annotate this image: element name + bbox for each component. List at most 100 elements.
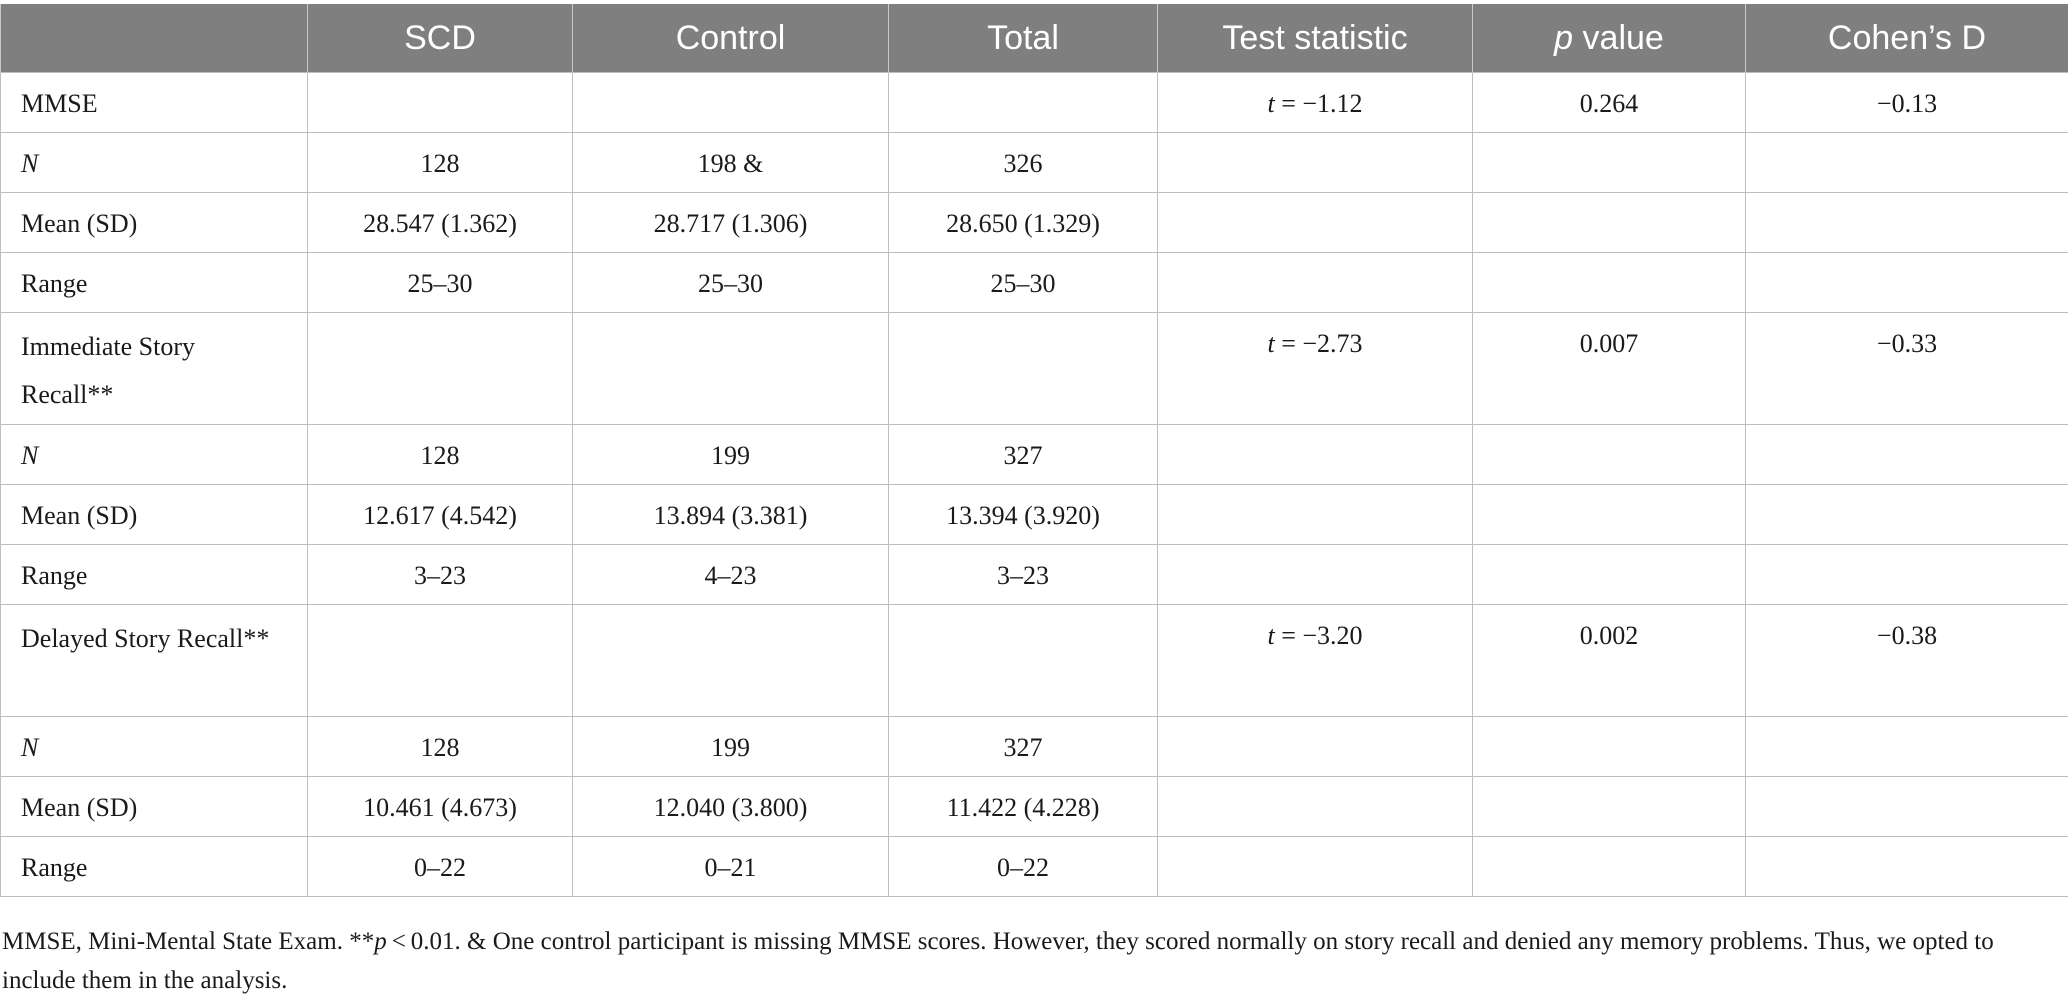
stat-variable: t	[1267, 89, 1275, 118]
stat-variable: t	[1267, 621, 1275, 650]
table-row: Mean (SD) 10.461 (4.673) 12.040 (3.800) 11.…	[0, 776, 2068, 837]
cell-scd: 12.617 (4.542)	[307, 484, 573, 545]
cell-control	[572, 604, 889, 717]
stat-value: = −1.12	[1274, 89, 1363, 118]
row-label: Mean (SD)	[0, 484, 308, 545]
row-label: Range	[0, 544, 308, 605]
cell-test-statistic	[1157, 132, 1473, 193]
cell-p-value: 0.002	[1472, 604, 1746, 717]
cell-p-value	[1472, 716, 1746, 777]
table-row: N 128 198 & 326	[0, 132, 2068, 193]
table-row: Delayed Story Recall** t = −3.20 0.002 −0.3…	[0, 604, 2068, 717]
footnote-part2: < 0.01. & One control participant is mis…	[2, 928, 1994, 994]
cell-scd: 3–23	[307, 544, 573, 605]
header-cell-scd: SCD	[307, 4, 573, 73]
cell-scd	[307, 312, 573, 425]
cell-p-value: 0.264	[1472, 72, 1746, 133]
cell-total	[888, 312, 1158, 425]
table-row: N 128 199 327	[0, 716, 2068, 777]
cell-total: 13.394 (3.920)	[888, 484, 1158, 545]
row-label: Immediate Story Recall**	[0, 312, 308, 425]
cell-p-value	[1472, 424, 1746, 485]
cell-test-statistic	[1157, 484, 1473, 545]
cell-test-statistic	[1157, 544, 1473, 605]
cell-cohens-d: −0.13	[1745, 72, 2068, 133]
cell-total: 28.650 (1.329)	[888, 192, 1158, 253]
cell-control: 198 &	[572, 132, 889, 193]
row-label: Range	[0, 252, 308, 313]
header-cell-control: Control	[572, 4, 889, 73]
cell-p-value	[1472, 192, 1746, 253]
cell-p-value	[1472, 836, 1746, 897]
row-label: Delayed Story Recall**	[0, 604, 308, 717]
header-p-rest: value	[1573, 18, 1664, 57]
cell-p-value	[1472, 544, 1746, 605]
cell-cohens-d	[1745, 716, 2068, 777]
cell-scd: 128	[307, 716, 573, 777]
cell-total: 326	[888, 132, 1158, 193]
cell-scd: 10.461 (4.673)	[307, 776, 573, 837]
table-row: Immediate Story Recall** t = −2.73 0.007 −0…	[0, 312, 2068, 425]
cell-total: 327	[888, 424, 1158, 485]
cell-scd: 128	[307, 424, 573, 485]
table-row: Mean (SD) 12.617 (4.542) 13.894 (3.381) 13.…	[0, 484, 2068, 545]
cell-p-value: 0.007	[1472, 312, 1746, 425]
cell-control: 25–30	[572, 252, 889, 313]
cell-test-statistic	[1157, 836, 1473, 897]
cell-control: 12.040 (3.800)	[572, 776, 889, 837]
header-p-italic: p	[1554, 18, 1574, 57]
stat-value: = −2.73	[1274, 329, 1363, 358]
cell-test-statistic: t = −3.20	[1157, 604, 1473, 717]
cell-control: 13.894 (3.381)	[572, 484, 889, 545]
footnote-p-italic: p	[374, 928, 387, 955]
table-row: Range 0–22 0–21 0–22	[0, 836, 2068, 897]
cell-scd: 25–30	[307, 252, 573, 313]
cell-total: 11.422 (4.228)	[888, 776, 1158, 837]
cell-total	[888, 72, 1158, 133]
footnote-part1: MMSE, Mini-Mental State Exam. **	[2, 928, 375, 955]
stat-value: = −3.20	[1274, 621, 1363, 650]
header-cell-cohens-d: Cohen’s D	[1745, 4, 2068, 73]
cell-cohens-d	[1745, 252, 2068, 313]
table-row: Range 3–23 4–23 3–23	[0, 544, 2068, 605]
cell-scd: 128	[307, 132, 573, 193]
cell-control: 28.717 (1.306)	[572, 192, 889, 253]
cell-cohens-d	[1745, 776, 2068, 837]
cell-scd	[307, 604, 573, 717]
cell-cohens-d	[1745, 836, 2068, 897]
table-container: SCD Control Total Test statistic p value…	[0, 4, 2068, 897]
header-cell-total: Total	[888, 4, 1158, 73]
cell-test-statistic	[1157, 776, 1473, 837]
cell-control: 0–21	[572, 836, 889, 897]
cell-cohens-d: −0.38	[1745, 604, 2068, 717]
cell-test-statistic	[1157, 716, 1473, 777]
table-row: Range 25–30 25–30 25–30	[0, 252, 2068, 313]
cell-test-statistic	[1157, 424, 1473, 485]
header-cell-p-value: p value	[1472, 4, 1746, 73]
cell-total	[888, 604, 1158, 717]
cell-control: 199	[572, 424, 889, 485]
table-body: MMSE t = −1.12 0.264 −0.13 N 128 198 & 326 Mean …	[0, 72, 2068, 897]
cell-cohens-d	[1745, 424, 2068, 485]
table-row: N 128 199 327	[0, 424, 2068, 485]
cell-control: 4–23	[572, 544, 889, 605]
cell-cohens-d	[1745, 192, 2068, 253]
cell-p-value	[1472, 132, 1746, 193]
cell-control	[572, 312, 889, 425]
table-footnote: MMSE, Mini-Mental State Exam. **p < 0.01…	[2, 922, 2042, 1000]
cell-p-value	[1472, 484, 1746, 545]
cell-control	[572, 72, 889, 133]
results-table: SCD Control Total Test statistic p value…	[0, 4, 2068, 897]
cell-test-statistic	[1157, 192, 1473, 253]
header-row: SCD Control Total Test statistic p value…	[0, 4, 2068, 73]
stat-variable: t	[1267, 329, 1275, 358]
row-label: N	[0, 132, 308, 193]
cell-total: 3–23	[888, 544, 1158, 605]
table-row: Mean (SD) 28.547 (1.362) 28.717 (1.306) 28.…	[0, 192, 2068, 253]
cell-scd	[307, 72, 573, 133]
header-cell-label	[0, 4, 308, 73]
cell-total: 25–30	[888, 252, 1158, 313]
cell-test-statistic: t = −1.12	[1157, 72, 1473, 133]
cell-cohens-d	[1745, 132, 2068, 193]
table-row: MMSE t = −1.12 0.264 −0.13	[0, 72, 2068, 133]
